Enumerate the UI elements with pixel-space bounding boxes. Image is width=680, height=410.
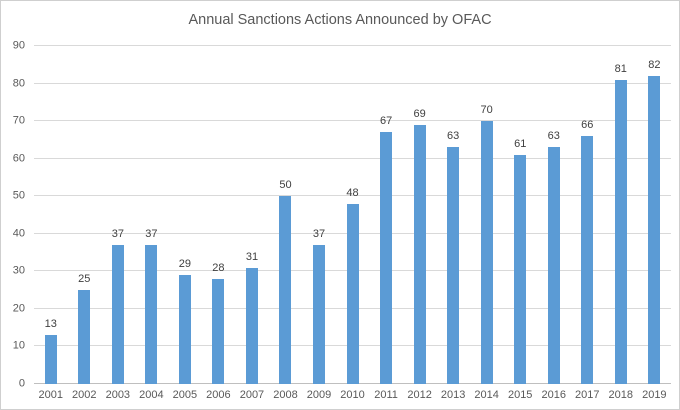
gridline-60 — [34, 157, 671, 159]
bar-2016 — [547, 147, 560, 384]
bar-value-label: 48 — [346, 186, 359, 199]
y-tick-label: 0 — [18, 377, 25, 390]
x-tick-label-2012: 2012 — [407, 389, 432, 401]
gridline-50 — [34, 195, 671, 197]
bar-value-label: 66 — [581, 119, 594, 132]
bar-value-label: 70 — [480, 104, 493, 117]
x-tick-label-2007: 2007 — [239, 389, 265, 401]
bar-2012 — [413, 124, 426, 384]
bar-value-label: 61 — [514, 137, 527, 150]
bar-value-label: 37 — [312, 228, 326, 241]
bar-slot-2012: 69 — [403, 46, 437, 384]
bar-2001 — [44, 335, 57, 384]
x-tick-label-2014: 2014 — [474, 389, 499, 401]
y-tick-label: 30 — [12, 264, 25, 277]
y-tick-label: 70 — [12, 114, 25, 127]
y-tick-label: 90 — [12, 39, 25, 52]
y-axis: 0 10 20 30 40 50 60 70 80 90 — [1, 40, 27, 389]
bar-slot-2005: 29 — [168, 46, 202, 384]
bar-2017 — [581, 136, 594, 384]
y-tick-label: 80 — [12, 77, 25, 90]
bar-2008 — [279, 196, 292, 384]
chart-title: Annual Sanctions Actions Announced by OF… — [188, 12, 492, 28]
bar-value-label: 37 — [145, 228, 158, 241]
bar-slot-2003: 37 — [101, 46, 135, 384]
bar-2019 — [648, 76, 661, 384]
x-tick-label-2017: 2017 — [575, 389, 600, 401]
x-tick-label-2018: 2018 — [608, 389, 634, 401]
gridline-70 — [34, 120, 671, 122]
x-tick-label-2015: 2015 — [507, 389, 533, 401]
gridline-80 — [34, 82, 671, 84]
bar-2014 — [480, 121, 493, 384]
bar-slot-2011: 67 — [369, 46, 403, 384]
bar-value-label: 69 — [413, 107, 426, 120]
bar-slot-2006: 28 — [202, 46, 236, 384]
bar-2013 — [447, 147, 460, 384]
x-tick-label-2008: 2008 — [273, 389, 298, 401]
bar-slot-2009: 37 — [302, 46, 336, 384]
x-axis: 2001 2002 2003 2004 2005 2006 2007 2008 2009 2010… — [34, 389, 671, 401]
bar-slot-2007: 31 — [235, 46, 269, 384]
bar-2006 — [212, 278, 225, 384]
bar-2009 — [313, 245, 326, 384]
x-tick-label-2004: 2004 — [139, 389, 164, 401]
bar-value-label: 63 — [547, 130, 560, 143]
bar-slot-2013: 63 — [436, 46, 470, 384]
bar-2015 — [514, 154, 527, 384]
bar-value-label: 50 — [279, 179, 292, 192]
bar-slot-2010: 48 — [336, 46, 370, 384]
bar-2007 — [245, 267, 258, 384]
plot-area: 13 25 37 37 29 28 31 50 37 48 67 69 63 70 61 63 66 81 82 — [34, 45, 671, 384]
bar-slot-2018: 81 — [604, 46, 638, 384]
bar-2010 — [346, 203, 359, 384]
bar-slot-2004: 37 — [135, 46, 169, 384]
bar-value-label: 82 — [648, 59, 661, 72]
bar-slot-2019: 82 — [638, 46, 672, 384]
bar-value-label: 81 — [614, 62, 627, 75]
y-tick-label: 20 — [12, 302, 25, 315]
bar-value-label: 31 — [245, 250, 259, 263]
bar-slot-2017: 66 — [571, 46, 605, 384]
x-tick-label-2011: 2011 — [374, 389, 398, 401]
bar-slot-2008: 50 — [269, 46, 303, 384]
bar-slot-2016: 63 — [537, 46, 571, 384]
y-tick-label: 60 — [12, 152, 25, 165]
bar-value-label: 13 — [44, 318, 57, 331]
bar-value-label: 63 — [447, 130, 460, 143]
bar-2011 — [380, 132, 393, 384]
bar-value-label: 25 — [78, 273, 91, 286]
bar-value-label: 28 — [212, 261, 225, 274]
x-tick-label-2006: 2006 — [206, 389, 231, 401]
x-tick-label-2009: 2009 — [306, 389, 332, 401]
x-tick-label-2001: 2001 — [38, 389, 63, 401]
y-tick-label: 10 — [12, 339, 25, 352]
bar-value-label: 29 — [178, 258, 192, 271]
x-tick-label-2005: 2005 — [172, 389, 198, 401]
bar-slot-2001: 13 — [34, 46, 68, 384]
x-tick-label-2010: 2010 — [340, 389, 365, 401]
y-tick-label: 50 — [12, 189, 25, 202]
x-tick-label-2003: 2003 — [105, 389, 131, 401]
x-tick-label-2016: 2016 — [541, 389, 566, 401]
bar-2005 — [178, 275, 191, 384]
x-tick-label-2002: 2002 — [72, 389, 97, 401]
x-tick-label-2013: 2013 — [440, 389, 466, 401]
bar-series: 13 25 37 37 29 28 31 50 37 48 67 69 63 70 61 63 66 81 82 — [34, 46, 671, 384]
gridline-90 — [34, 45, 671, 46]
bar-value-label: 67 — [379, 115, 393, 128]
bar-2003 — [111, 245, 124, 384]
bar-slot-2015: 61 — [503, 46, 537, 384]
bar-slot-2014: 70 — [470, 46, 504, 384]
bar-slot-2002: 25 — [68, 46, 102, 384]
x-tick-label-2019: 2019 — [642, 389, 667, 401]
bar-value-label: 37 — [111, 228, 124, 241]
bar-2002 — [78, 290, 91, 384]
bar-2004 — [145, 245, 158, 384]
y-tick-label: 40 — [12, 227, 25, 240]
bar-2018 — [614, 79, 627, 384]
